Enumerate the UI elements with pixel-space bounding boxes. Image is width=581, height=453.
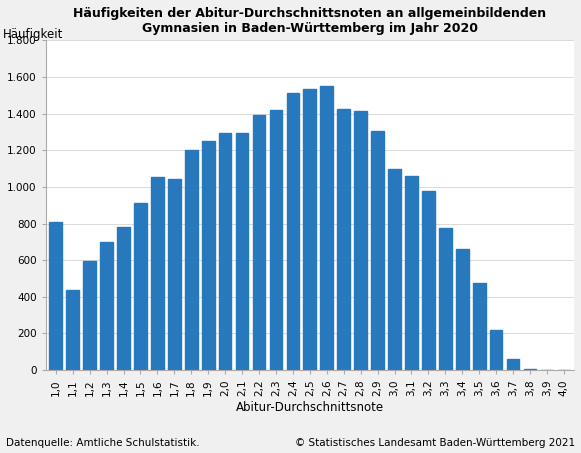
Bar (117, 226, 130, 370)
Text: Datenquelle: Amtliche Schulstatistik.: Datenquelle: Amtliche Schulstatistik. (6, 439, 199, 448)
Bar (422, 191, 435, 370)
Bar (456, 249, 469, 370)
Title: Häufigkeiten der Abitur-Durchschnittsnoten an allgemeinbildenden
Gymnasien in Ba: Häufigkeiten der Abitur-Durchschnittsnot… (73, 7, 546, 35)
Bar (303, 89, 316, 370)
Bar (371, 131, 384, 370)
Bar (168, 178, 181, 370)
Bar (151, 177, 164, 370)
Bar (286, 92, 299, 370)
Bar (253, 116, 266, 370)
Bar (100, 242, 113, 370)
Bar (338, 109, 350, 370)
X-axis label: Abitur-Durchschnittsnote: Abitur-Durchschnittsnote (236, 401, 384, 414)
Bar (405, 176, 418, 370)
Bar (320, 86, 333, 370)
Bar (236, 133, 249, 370)
Bar (490, 330, 503, 370)
Bar (83, 260, 96, 370)
Bar (219, 133, 231, 370)
Bar (354, 111, 367, 370)
Bar (439, 228, 451, 370)
Bar (49, 222, 62, 370)
Bar (66, 290, 79, 370)
Bar (473, 283, 486, 370)
Bar (388, 169, 401, 370)
Bar (134, 203, 147, 370)
Text: Häufigkeit: Häufigkeit (3, 28, 63, 41)
Text: © Statistisches Landesamt Baden-Württemberg 2021: © Statistisches Landesamt Baden-Württemb… (295, 439, 575, 448)
Bar (523, 369, 536, 370)
Bar (185, 150, 198, 370)
Bar (270, 110, 282, 370)
Bar (507, 359, 519, 370)
Bar (202, 141, 214, 370)
